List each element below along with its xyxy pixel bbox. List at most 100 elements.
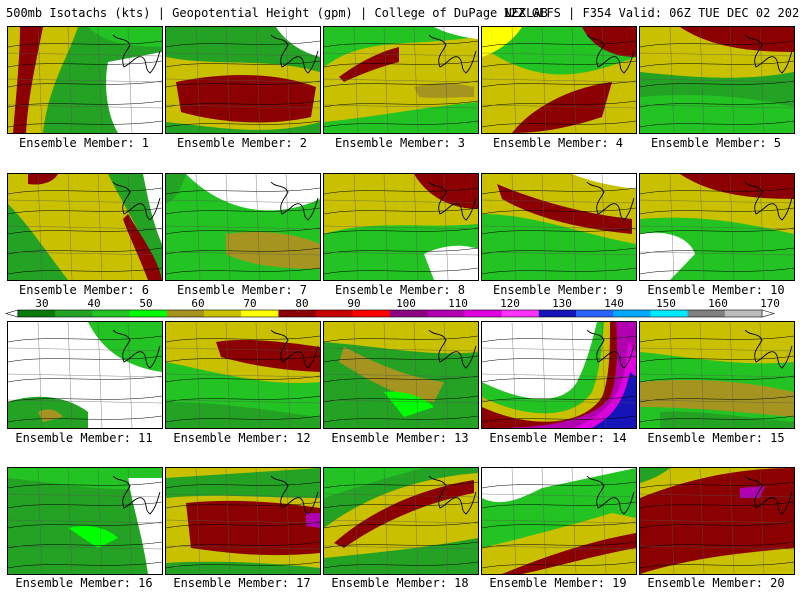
- state-border: [67, 468, 73, 574]
- geopotential-contour: [640, 541, 794, 549]
- scale-tick-label: 140: [604, 298, 624, 310]
- state-border: [699, 27, 705, 133]
- geopotential-contour: [482, 100, 636, 108]
- ensemble-panel-13: [323, 321, 479, 429]
- ensemble-panel-7: [165, 173, 321, 281]
- ensemble-panel-18: [323, 467, 479, 575]
- geopotential-contour: [8, 100, 162, 108]
- great-lakes-outline: [270, 34, 319, 74]
- geopotential-contour: [640, 187, 794, 195]
- state-border: [166, 493, 320, 498]
- state-border: [443, 468, 449, 574]
- state-border: [640, 545, 794, 550]
- state-border: [324, 104, 478, 109]
- member-caption: Ensemble Member: 16: [15, 576, 153, 590]
- state-border: [482, 373, 636, 378]
- state-border: [640, 199, 794, 204]
- state-border: [383, 174, 389, 280]
- state-border: [37, 468, 43, 574]
- geopotential-contour: [8, 561, 162, 569]
- geopotential-contour: [482, 227, 636, 235]
- state-border: [353, 322, 359, 428]
- geopotential-contour: [482, 501, 636, 509]
- scale-outline: [17, 309, 763, 318]
- geopotential-contour: [166, 187, 320, 195]
- member-caption: Ensemble Member: 7: [176, 283, 308, 297]
- state-border: [37, 174, 43, 280]
- state-border: [640, 251, 794, 256]
- state-border: [127, 174, 133, 280]
- geopotential-contour: [324, 120, 478, 128]
- geopotential-contour: [482, 375, 636, 383]
- state-border: [8, 225, 162, 230]
- geopotential-contour: [324, 247, 478, 255]
- great-lakes-outline: [112, 181, 161, 221]
- scale-tick-label: 70: [243, 298, 256, 310]
- state-border: [571, 322, 577, 428]
- scale-swatch: [315, 310, 354, 317]
- great-lakes-outline: [428, 475, 477, 515]
- geopotential-contour: [482, 187, 636, 195]
- geopotential-contour: [324, 267, 478, 275]
- geopotential-contour: [482, 247, 636, 255]
- geopotential-contour: [640, 100, 794, 108]
- geopotential-contour: [640, 561, 794, 569]
- geopotential-contour: [482, 541, 636, 549]
- geopotential-contour: [8, 120, 162, 128]
- state-border: [324, 399, 478, 404]
- geopotential-contour: [482, 207, 636, 215]
- state-border: [324, 545, 478, 550]
- color-scale-labels: 30 40 50 60 70 80 90 100 110 120 130 140 150 160 170: [35, 298, 780, 310]
- state-border: [166, 545, 320, 550]
- ensemble-panel-4: [481, 26, 637, 134]
- state-border: [8, 78, 162, 83]
- geopotential-contour: [166, 521, 320, 529]
- state-border: [729, 322, 735, 428]
- scale-arrow-left: [4, 309, 19, 318]
- geopotential-contour: [8, 80, 162, 88]
- member-caption: Ensemble Member: 6: [18, 283, 150, 297]
- geopotential-contour: [166, 561, 320, 569]
- state-border: [413, 468, 419, 574]
- state-border: [324, 347, 478, 352]
- geopotential-contour: [166, 335, 320, 343]
- member-caption: Ensemble Member: 4: [492, 136, 624, 150]
- scale-swatch: [129, 310, 168, 317]
- state-border: [37, 27, 43, 133]
- geopotential-contour: [8, 541, 162, 549]
- state-border: [669, 174, 675, 280]
- state-border: [353, 27, 359, 133]
- state-border: [285, 468, 291, 574]
- great-lakes-outline: [428, 329, 477, 369]
- state-border: [640, 52, 794, 57]
- great-lakes-outline: [270, 329, 319, 369]
- color-scale-swatches: [4, 309, 776, 318]
- great-lakes-outline: [270, 181, 319, 221]
- state-border: [166, 347, 320, 352]
- scale-tick-label: 120: [500, 298, 520, 310]
- state-border: [482, 52, 636, 57]
- scale-swatch: [650, 310, 688, 317]
- scale-tick-label: 130: [552, 298, 572, 310]
- scale-tick-label: 90: [347, 298, 360, 310]
- state-border: [443, 27, 449, 133]
- geopotential-contour: [324, 80, 478, 88]
- scale-swatch: [278, 310, 316, 317]
- state-border: [640, 104, 794, 109]
- state-border: [640, 373, 794, 378]
- state-border: [324, 78, 478, 83]
- geopotential-contour: [166, 355, 320, 363]
- geopotential-contour: [482, 561, 636, 569]
- state-border: [541, 27, 547, 133]
- geopotential-contour: [324, 561, 478, 569]
- state-border: [413, 27, 419, 133]
- ensemble-panel-17: [165, 467, 321, 575]
- state-border: [255, 27, 261, 133]
- state-border: [8, 251, 162, 256]
- geopotential-contour: [324, 40, 478, 48]
- member-caption: Ensemble Member: 13: [331, 431, 469, 445]
- member-caption: Ensemble Member: 18: [331, 576, 469, 590]
- great-lakes-outline: [586, 181, 635, 221]
- scale-swatch: [55, 310, 93, 317]
- state-border: [729, 468, 735, 574]
